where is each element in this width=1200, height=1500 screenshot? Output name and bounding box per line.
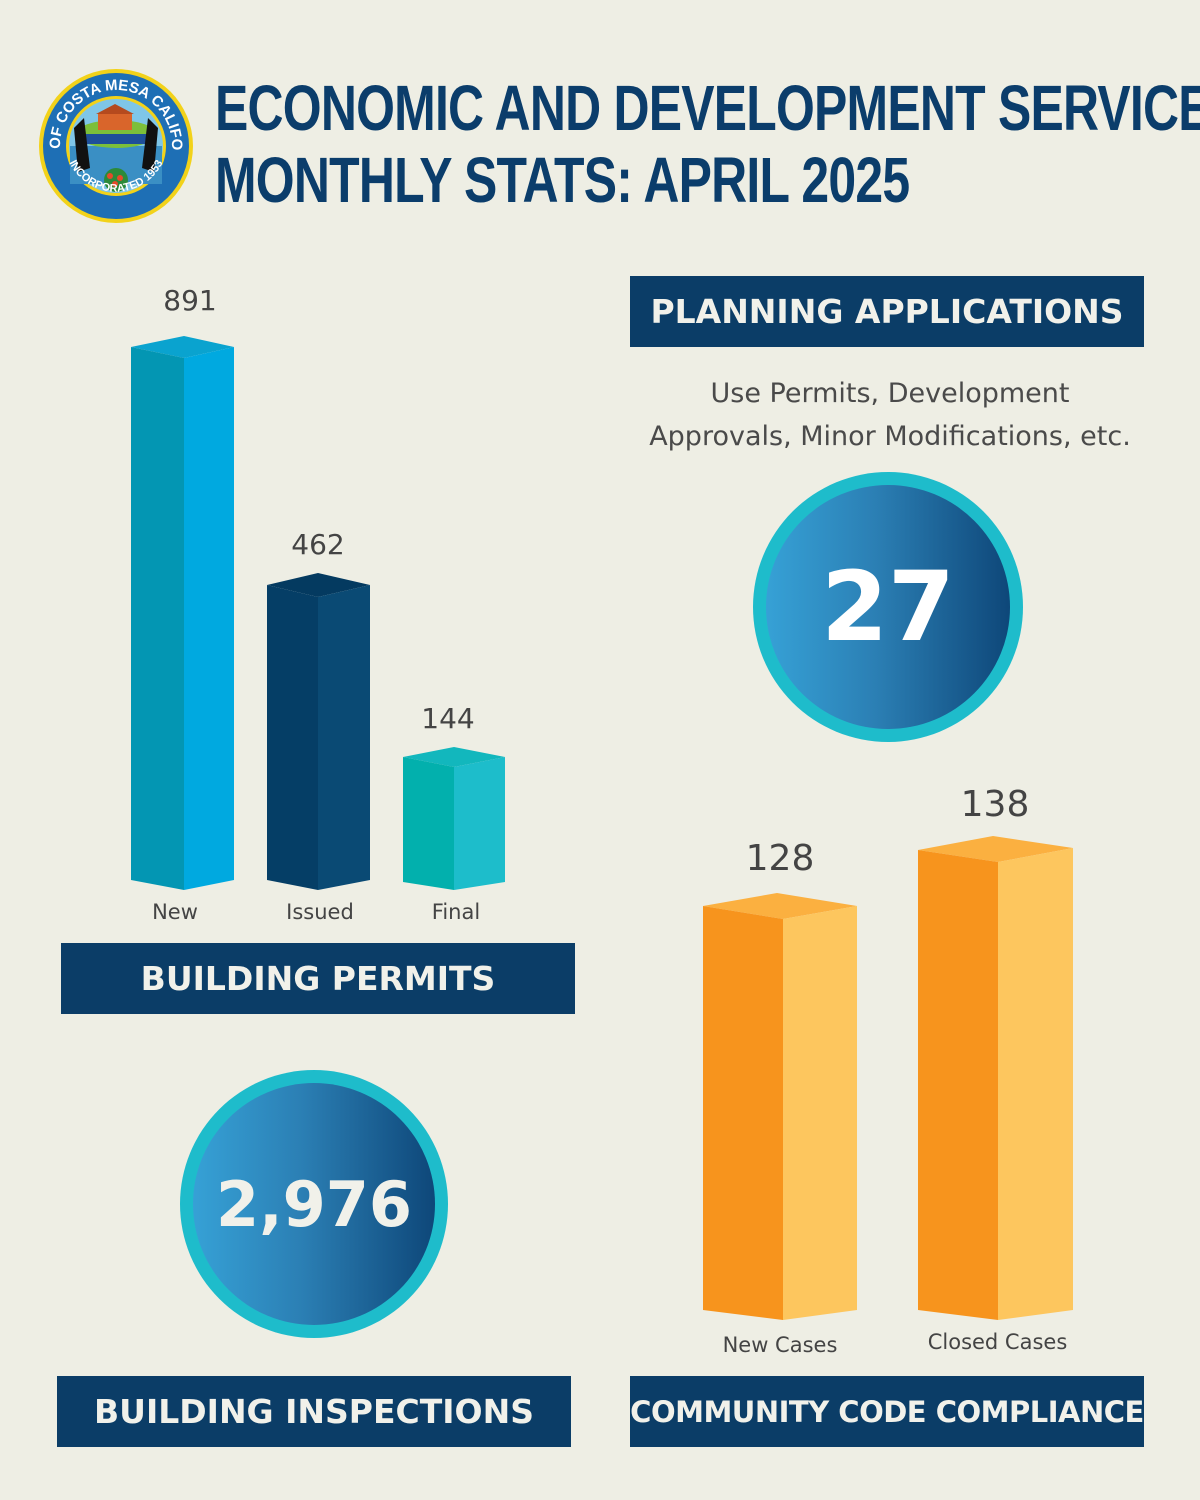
planning-applications-label: PLANNING APPLICATIONS [650, 292, 1124, 331]
bar-value-closed-cases: 138 [960, 784, 1030, 825]
page-title: ECONOMIC AND DEVELOPMENT SERVICES MONTHL… [215, 72, 1200, 216]
planning-applications-description: Use Permits, Development Approvals, Mino… [620, 372, 1160, 458]
bar-label-final: Final [431, 900, 481, 924]
building-permits-bars [131, 336, 505, 890]
building-permits-banner: BUILDING PERMITS [61, 943, 575, 1014]
bar-label-issued: Issued [286, 900, 354, 924]
bar-final [403, 747, 505, 890]
bar-value-final: 144 [421, 702, 475, 735]
bar-label-new: New [152, 900, 198, 924]
bar-value-new: 891 [163, 284, 217, 317]
planning-applications-value: 27 [821, 551, 955, 663]
description-line2: Approvals, Minor Modifications, etc. [649, 421, 1131, 452]
bar-value-new-cases: 128 [745, 838, 815, 879]
bar-new [131, 336, 234, 890]
city-seal-logo: CITY OF COSTA MESA CALIFORNIA INCORPORAT… [33, 55, 194, 224]
bar-issued [267, 573, 370, 890]
community-code-compliance-banner: COMMUNITY CODE COMPLIANCE [630, 1376, 1144, 1447]
code-compliance-bars [703, 836, 1073, 1320]
building-inspections-banner: BUILDING INSPECTIONS [57, 1376, 571, 1447]
bar-label-closed-cases: Closed Cases [927, 1330, 1068, 1354]
building-permits-label: BUILDING PERMITS [140, 959, 496, 998]
building-inspections-stat-circle: 2,976 [180, 1070, 448, 1338]
planning-applications-stat-circle: 27 [753, 472, 1023, 742]
bar-label-new-cases: New Cases [722, 1333, 838, 1357]
page-title-line1: ECONOMIC AND DEVELOPMENT SERVICES [215, 72, 1200, 144]
bar-value-issued: 462 [291, 528, 345, 561]
bar-new-cases [703, 893, 857, 1320]
building-inspections-value: 2,976 [215, 1167, 413, 1241]
description-line1: Use Permits, Development [710, 378, 1070, 409]
page-title-line2: MONTHLY STATS: APRIL 2025 [215, 144, 910, 216]
bar-closed-cases [918, 836, 1073, 1320]
building-inspections-label: BUILDING INSPECTIONS [94, 1392, 534, 1431]
community-code-compliance-label: COMMUNITY CODE COMPLIANCE [630, 1394, 1144, 1429]
city-seal-icon: CITY OF COSTA MESA CALIFORNIA INCORPORAT… [33, 55, 193, 223]
planning-applications-banner: PLANNING APPLICATIONS [630, 276, 1144, 347]
